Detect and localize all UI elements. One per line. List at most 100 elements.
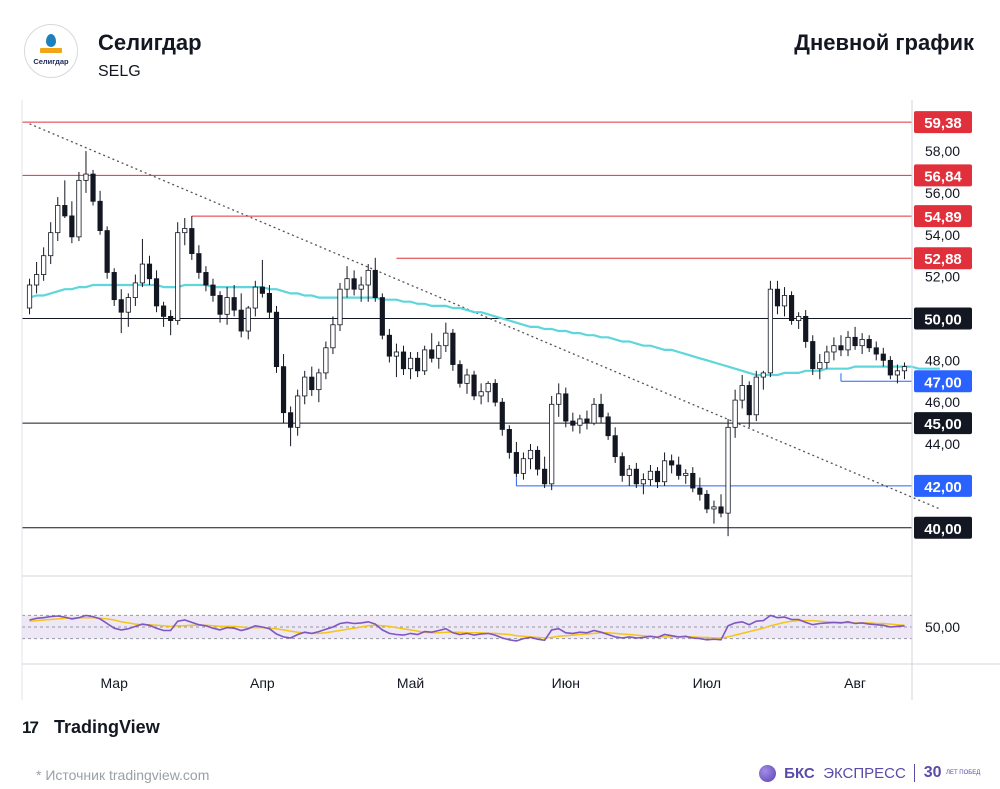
- candle-body: [880, 353, 886, 361]
- candle-body: [485, 382, 491, 393]
- bcs-years-caption: ЛЕТ ПОБЕД: [946, 770, 981, 776]
- candle-body: [803, 315, 809, 342]
- candle-body: [210, 284, 216, 296]
- candle-body: [647, 470, 654, 481]
- company-title: Селигдар: [98, 30, 202, 55]
- candle-body: [111, 272, 117, 301]
- price-chart: 58,00 56,00 54,00 52,00 48,00 46,00 44,00 Мар Ап…: [21, 100, 1000, 700]
- candle-body: [732, 399, 738, 428]
- candle-body: [619, 456, 625, 476]
- candle-body: [146, 263, 153, 280]
- candle-body: [676, 464, 682, 476]
- candle-body: [901, 366, 908, 372]
- bcs-express-logo: БКС ЭКСПРЕСС 30 ЛЕТ ПОБЕД: [758, 764, 981, 786]
- price-badge-label: 42,00: [924, 479, 962, 496]
- candle-body: [238, 309, 244, 332]
- price-badge: [914, 164, 972, 187]
- candle-body: [640, 479, 646, 485]
- express-word: ЭКСПРЕСС: [823, 764, 906, 782]
- candle-body: [196, 253, 202, 273]
- candle-body: [457, 364, 463, 384]
- candle-body: [443, 332, 449, 347]
- candle-body: [400, 351, 407, 370]
- candle-body: [556, 393, 562, 405]
- candle-body: [351, 278, 357, 290]
- candle-body: [753, 376, 759, 416]
- candle-body: [407, 357, 414, 370]
- candle-body: [344, 278, 350, 290]
- rsi-tick-label: 50,00: [925, 619, 960, 635]
- candle-body: [859, 339, 865, 347]
- price-badge-label: 59,38: [924, 115, 962, 132]
- candle-body: [231, 297, 237, 311]
- candle-body: [97, 200, 103, 231]
- candle-body: [788, 295, 795, 321]
- candle-body: [661, 460, 668, 483]
- candle-body: [697, 487, 703, 495]
- candle-body: [746, 385, 752, 416]
- candle-body: [415, 357, 421, 372]
- candle-body: [633, 468, 639, 485]
- candle-body: [598, 403, 604, 418]
- candle-body: [725, 426, 731, 514]
- y-tick-label: 56,00: [925, 185, 960, 201]
- ticker-symbol: SELG: [98, 63, 141, 80]
- candle-body: [866, 339, 872, 349]
- candle-body: [316, 372, 322, 391]
- candle-body: [584, 418, 590, 424]
- candle-body: [295, 395, 301, 428]
- price-badge: [914, 247, 972, 270]
- month-label: Июн: [552, 675, 580, 691]
- candle-body: [478, 391, 484, 397]
- candle-body: [125, 297, 131, 313]
- candle-body: [337, 288, 343, 326]
- candle-body: [224, 297, 230, 315]
- price-badge: [914, 474, 972, 497]
- candle-body: [358, 284, 364, 290]
- rsi-line: [29, 614, 905, 642]
- candle-body: [132, 282, 138, 298]
- price-badge-label: 54,89: [924, 209, 962, 226]
- candle-body: [887, 359, 893, 376]
- candle-body: [379, 297, 385, 336]
- price-badge: [914, 111, 972, 134]
- candle-body: [393, 351, 400, 357]
- candle-body: [711, 506, 717, 510]
- candle-body: [838, 345, 844, 351]
- chart-type-title: Дневной график: [794, 30, 974, 55]
- candle-body: [894, 370, 901, 376]
- company-logo: Селигдар: [24, 24, 78, 78]
- candle-body: [372, 269, 378, 298]
- candle-body: [704, 493, 710, 510]
- candle-body: [41, 255, 47, 275]
- candle-body: [591, 403, 597, 424]
- candle-body: [570, 420, 576, 426]
- candle-body: [309, 376, 315, 391]
- bcs-word: БКС: [784, 764, 815, 782]
- candle-body: [774, 288, 781, 307]
- candle-body: [139, 263, 146, 284]
- candle-body: [365, 269, 371, 286]
- candle-body: [245, 307, 251, 332]
- candle-body: [513, 452, 519, 474]
- candle-body: [323, 347, 329, 374]
- candle-body: [273, 311, 280, 368]
- candle-body: [62, 205, 68, 217]
- y-tick-label: 52,00: [925, 269, 960, 285]
- logo-text: Селигдар: [33, 57, 69, 66]
- candle-body: [436, 345, 442, 359]
- candle-body: [104, 230, 110, 273]
- candle-body: [654, 470, 661, 483]
- candle-body: [189, 228, 195, 255]
- candle-body: [55, 205, 61, 234]
- month-label: Авг: [844, 675, 866, 691]
- gold-bar-icon: [40, 48, 62, 53]
- candle-body: [852, 336, 858, 347]
- bcs-separator: [914, 764, 916, 782]
- candle-body: [168, 315, 174, 321]
- candle-body: [718, 506, 724, 514]
- drop-icon: [46, 34, 56, 47]
- candle-body: [464, 374, 470, 384]
- price-badge: [914, 370, 972, 393]
- candle-body: [182, 228, 188, 234]
